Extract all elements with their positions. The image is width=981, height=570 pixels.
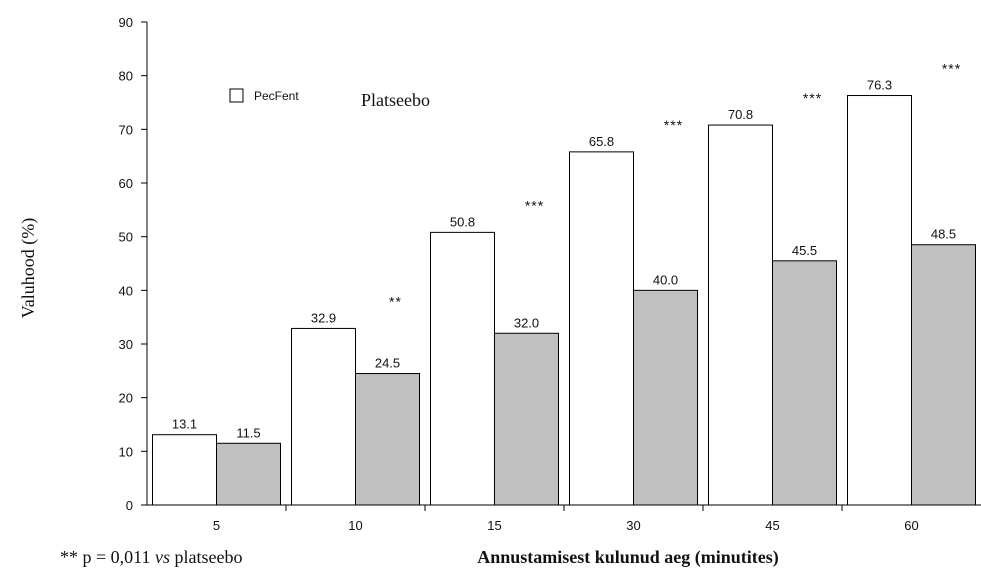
y-tick-label: 0 xyxy=(126,498,133,513)
x-tick-label: 60 xyxy=(904,518,918,533)
bar-platseebo xyxy=(216,442,281,506)
bar-platseebo xyxy=(772,260,837,506)
legend-swatch-pecfent xyxy=(229,88,244,103)
legend-label-pecfent: PecFent xyxy=(254,89,299,103)
x-tick-label: 30 xyxy=(626,518,640,533)
bar-pecfent xyxy=(847,95,912,506)
y-axis-label: Valuhood (%) xyxy=(18,218,39,318)
significance-marker: ** xyxy=(389,293,402,309)
y-tick-label: 80 xyxy=(119,69,133,84)
x-axis-ticks: 5 10 15 30 45 60 xyxy=(213,505,919,533)
data-label-pecfent: 32.9 xyxy=(311,310,336,325)
y-tick-label: 10 xyxy=(119,444,133,459)
data-label-pecfent: 50.8 xyxy=(450,214,475,229)
y-tick-label: 70 xyxy=(119,122,133,137)
bar-platseebo xyxy=(911,244,976,506)
y-tick-label: 40 xyxy=(119,283,133,298)
x-tick-label: 15 xyxy=(487,518,501,533)
significance-marker: *** xyxy=(803,90,822,106)
bar-pecfent xyxy=(708,124,773,506)
data-label-platseebo: 48.5 xyxy=(931,227,956,242)
data-label-platseebo: 32.0 xyxy=(514,315,539,330)
data-label-platseebo: 45.5 xyxy=(792,243,817,258)
bars xyxy=(152,95,976,506)
x-tick-label: 5 xyxy=(213,518,220,533)
significance-marker: *** xyxy=(942,61,961,77)
data-label-platseebo: 40.0 xyxy=(653,272,678,287)
bar-platseebo xyxy=(494,332,559,506)
significance-markers: ************** xyxy=(389,61,961,310)
legend-label-platseebo: Platseebo xyxy=(361,90,430,110)
y-tick-label: 20 xyxy=(119,391,133,406)
data-labels: 13.1 11.5 32.9 24.5 50.8 32.0 65.8 40.0 70.8 45.5… xyxy=(172,78,956,441)
data-label-pecfent: 65.8 xyxy=(589,134,614,149)
footnote: ** p = 0,011 vs platseebo xyxy=(60,547,242,567)
x-tick-label: 45 xyxy=(765,518,779,533)
bar-pecfent xyxy=(291,327,356,506)
significance-marker: *** xyxy=(664,117,683,133)
data-label-pecfent: 70.8 xyxy=(728,107,753,122)
y-tick-label: 60 xyxy=(119,176,133,191)
x-tick-label: 10 xyxy=(348,518,362,533)
significance-marker: *** xyxy=(525,197,544,213)
data-label-pecfent: 76.3 xyxy=(867,78,892,93)
bar-platseebo xyxy=(355,373,420,506)
data-label-platseebo: 11.5 xyxy=(236,425,260,440)
y-tick-label: 50 xyxy=(119,230,133,245)
y-tick-label: 90 xyxy=(119,15,133,30)
y-tick-label: 30 xyxy=(119,337,133,352)
bar-pecfent xyxy=(430,231,495,506)
data-label-pecfent: 13.1 xyxy=(172,417,197,432)
data-label-platseebo: 24.5 xyxy=(375,356,400,371)
y-axis-ticks: 0 10 20 30 40 50 60 70 80 90 xyxy=(119,15,147,513)
x-axis-label: Annustamisest kulunud aeg (minutites) xyxy=(477,547,779,568)
legend: PecFent Platseebo xyxy=(229,88,430,110)
bar-platseebo xyxy=(633,289,698,506)
bar-pecfent xyxy=(569,151,634,506)
bar-pecfent xyxy=(152,434,217,506)
